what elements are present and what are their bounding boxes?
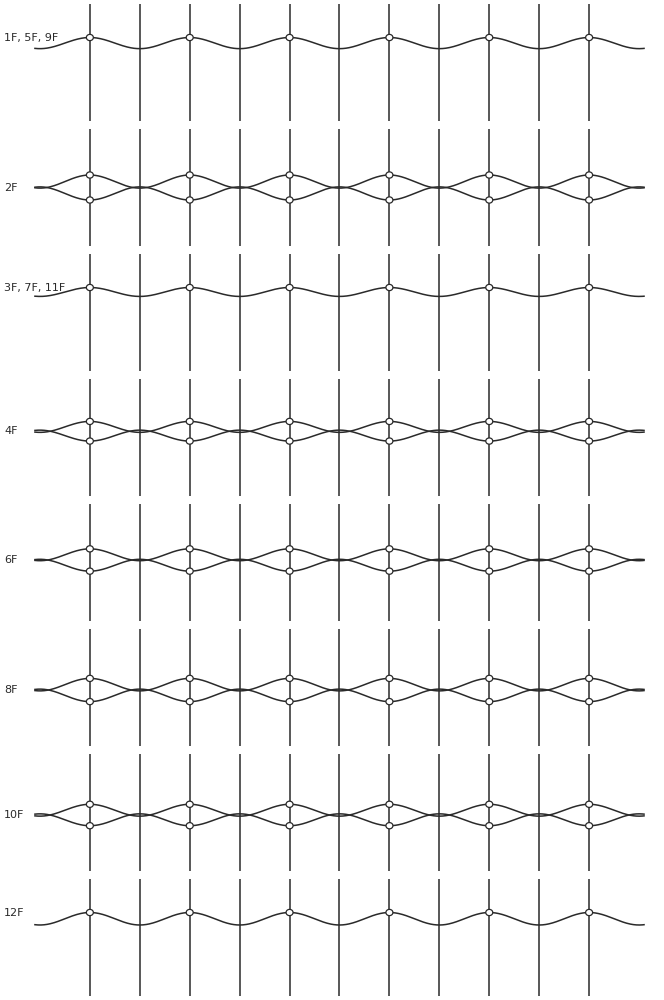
Circle shape <box>86 34 94 41</box>
Circle shape <box>586 698 592 705</box>
Circle shape <box>486 909 493 916</box>
Circle shape <box>286 675 293 682</box>
Circle shape <box>386 197 393 203</box>
Circle shape <box>86 418 94 425</box>
Text: 6F: 6F <box>4 555 17 565</box>
Circle shape <box>286 801 293 807</box>
Circle shape <box>186 438 193 444</box>
Circle shape <box>586 823 592 829</box>
Circle shape <box>86 698 94 705</box>
Circle shape <box>286 34 293 41</box>
Circle shape <box>486 546 493 552</box>
Circle shape <box>286 418 293 425</box>
Circle shape <box>286 197 293 203</box>
Circle shape <box>586 675 592 682</box>
Circle shape <box>586 34 592 41</box>
Circle shape <box>286 909 293 916</box>
Circle shape <box>86 801 94 807</box>
Circle shape <box>186 418 193 425</box>
Circle shape <box>486 801 493 807</box>
Circle shape <box>186 284 193 291</box>
Circle shape <box>86 675 94 682</box>
Circle shape <box>286 284 293 291</box>
Circle shape <box>286 568 293 574</box>
Circle shape <box>586 418 592 425</box>
Circle shape <box>186 172 193 178</box>
Circle shape <box>86 823 94 829</box>
Circle shape <box>486 438 493 444</box>
Circle shape <box>186 568 193 574</box>
Circle shape <box>586 197 592 203</box>
Circle shape <box>586 284 592 291</box>
Circle shape <box>186 801 193 807</box>
Circle shape <box>386 284 393 291</box>
Circle shape <box>486 34 493 41</box>
Circle shape <box>86 197 94 203</box>
Text: 2F: 2F <box>4 183 17 193</box>
Circle shape <box>386 418 393 425</box>
Circle shape <box>386 568 393 574</box>
Circle shape <box>486 284 493 291</box>
Circle shape <box>386 675 393 682</box>
Circle shape <box>86 568 94 574</box>
Text: 4F: 4F <box>4 426 17 436</box>
Circle shape <box>86 438 94 444</box>
Circle shape <box>186 546 193 552</box>
Circle shape <box>286 698 293 705</box>
Circle shape <box>386 438 393 444</box>
Circle shape <box>586 172 592 178</box>
Text: 12F: 12F <box>4 908 25 918</box>
Circle shape <box>586 568 592 574</box>
Circle shape <box>486 823 493 829</box>
Circle shape <box>386 698 393 705</box>
Circle shape <box>286 546 293 552</box>
Circle shape <box>486 418 493 425</box>
Text: 8F: 8F <box>4 685 17 695</box>
Circle shape <box>386 172 393 178</box>
Circle shape <box>486 197 493 203</box>
Circle shape <box>186 823 193 829</box>
Circle shape <box>286 438 293 444</box>
Circle shape <box>586 438 592 444</box>
Circle shape <box>586 909 592 916</box>
Circle shape <box>386 823 393 829</box>
Circle shape <box>186 34 193 41</box>
Circle shape <box>86 172 94 178</box>
Circle shape <box>386 909 393 916</box>
Circle shape <box>586 801 592 807</box>
Circle shape <box>186 197 193 203</box>
Circle shape <box>486 698 493 705</box>
Circle shape <box>486 675 493 682</box>
Circle shape <box>386 546 393 552</box>
Circle shape <box>486 172 493 178</box>
Circle shape <box>86 284 94 291</box>
Circle shape <box>586 546 592 552</box>
Circle shape <box>286 172 293 178</box>
Circle shape <box>386 34 393 41</box>
Circle shape <box>386 801 393 807</box>
Circle shape <box>86 546 94 552</box>
Circle shape <box>486 568 493 574</box>
Text: 3F, 7F, 11F: 3F, 7F, 11F <box>4 282 65 292</box>
Circle shape <box>186 675 193 682</box>
Text: 1F, 5F, 9F: 1F, 5F, 9F <box>4 32 58 42</box>
Circle shape <box>286 823 293 829</box>
Circle shape <box>86 909 94 916</box>
Circle shape <box>186 698 193 705</box>
Circle shape <box>186 909 193 916</box>
Text: 10F: 10F <box>4 810 25 820</box>
